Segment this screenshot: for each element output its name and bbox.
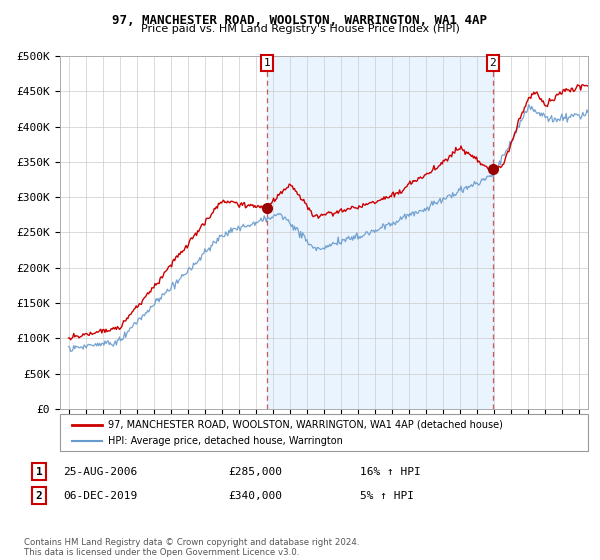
Text: 1: 1 xyxy=(35,466,43,477)
Text: Contains HM Land Registry data © Crown copyright and database right 2024.
This d: Contains HM Land Registry data © Crown c… xyxy=(24,538,359,557)
Text: Price paid vs. HM Land Registry's House Price Index (HPI): Price paid vs. HM Land Registry's House … xyxy=(140,24,460,34)
Text: 97, MANCHESTER ROAD, WOOLSTON, WARRINGTON, WA1 4AP (detached house): 97, MANCHESTER ROAD, WOOLSTON, WARRINGTO… xyxy=(108,419,503,430)
Text: £340,000: £340,000 xyxy=(228,491,282,501)
Text: 06-DEC-2019: 06-DEC-2019 xyxy=(63,491,137,501)
Text: 5% ↑ HPI: 5% ↑ HPI xyxy=(360,491,414,501)
Text: 2: 2 xyxy=(35,491,43,501)
Text: £285,000: £285,000 xyxy=(228,466,282,477)
Text: 97, MANCHESTER ROAD, WOOLSTON, WARRINGTON, WA1 4AP: 97, MANCHESTER ROAD, WOOLSTON, WARRINGTO… xyxy=(113,14,487,27)
Text: 2: 2 xyxy=(490,58,496,68)
Text: HPI: Average price, detached house, Warrington: HPI: Average price, detached house, Warr… xyxy=(108,436,343,446)
Text: 25-AUG-2006: 25-AUG-2006 xyxy=(63,466,137,477)
Bar xyxy=(267,56,493,409)
Text: 1: 1 xyxy=(263,58,271,68)
Text: 16% ↑ HPI: 16% ↑ HPI xyxy=(360,466,421,477)
